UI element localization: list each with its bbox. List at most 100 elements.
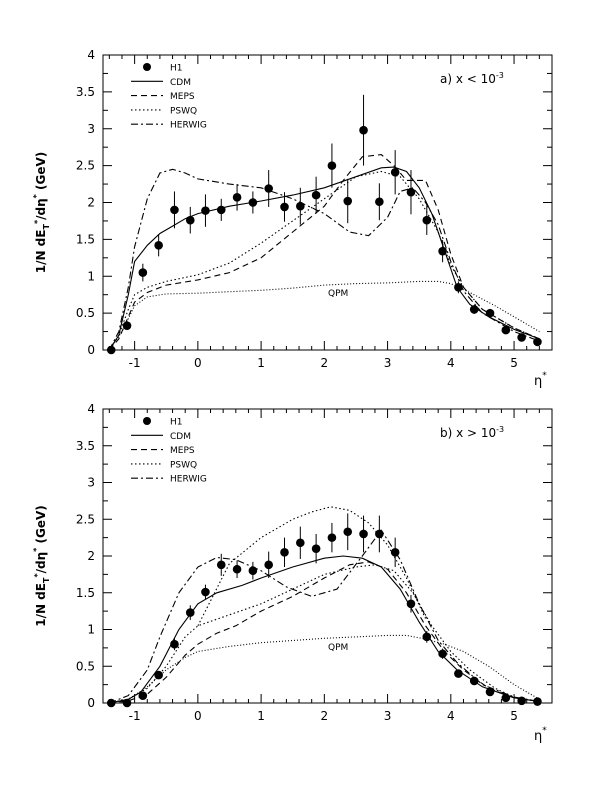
h1-data-point xyxy=(232,193,242,202)
x-tick-label: 2 xyxy=(321,356,329,370)
h1-data-point xyxy=(201,587,210,597)
h1-data-point xyxy=(469,676,479,686)
h1-data-point xyxy=(280,202,289,212)
h1-data-point xyxy=(280,548,289,557)
h1-data-point xyxy=(106,698,116,708)
h1-data-point xyxy=(501,693,511,703)
h1-data-point xyxy=(154,670,163,680)
curve-top xyxy=(197,506,426,627)
h1-data-point xyxy=(154,240,163,250)
h1-data-point xyxy=(185,215,195,225)
y-tick-label: 0 xyxy=(87,343,95,357)
legend-label-h1: H1 xyxy=(170,64,183,74)
h1-data-point xyxy=(422,215,432,225)
qpm-label: QPM xyxy=(328,289,348,299)
h1-data-point xyxy=(359,125,368,135)
h1-data-point xyxy=(390,548,400,557)
h1-data-point xyxy=(264,184,273,193)
h1-data-point xyxy=(122,321,132,330)
x-tick-label: 5 xyxy=(510,356,518,370)
panel-annotation: a) x < 10-3 xyxy=(440,71,504,86)
h1-data-point xyxy=(501,325,511,335)
h1-data-point xyxy=(138,268,148,277)
x-tick-label: 4 xyxy=(447,709,455,723)
h1-data-point xyxy=(216,205,226,215)
h1-data-point xyxy=(311,544,321,553)
h1-data-point xyxy=(454,669,463,678)
x-tick-label: 5 xyxy=(510,709,518,723)
y-tick-label: 0.5 xyxy=(76,306,95,320)
h1-data-point xyxy=(170,205,179,215)
h1-data-point xyxy=(296,201,305,211)
h1-data-point xyxy=(406,599,416,609)
y-tick-label: 3 xyxy=(87,122,95,136)
y-tick-label: 3 xyxy=(87,476,95,490)
qpm-label: QPM xyxy=(328,643,348,653)
x-tick-label: 1 xyxy=(257,356,265,370)
y-tick-label: 4 xyxy=(87,402,95,416)
legend-label-meps: MEPS xyxy=(170,446,195,456)
y-tick-label: 2 xyxy=(87,549,95,563)
curve-qpm xyxy=(109,634,540,704)
panel-a: 0 0.5 1 1.5 2 2.5 3 3.5 4 -1 0 1 2 3 4 5 H1 CDM MEPS PSWQ HE… xyxy=(32,48,553,389)
x-tick-label: 2 xyxy=(321,709,329,723)
h1-data-point xyxy=(390,167,400,177)
h1-data-point xyxy=(216,560,226,570)
y-tick-label: 1.5 xyxy=(76,586,95,600)
y-axis-label: 1/N dET*/dη* (GeV) xyxy=(32,505,51,627)
x-tick-label: 0 xyxy=(194,709,202,723)
y-tick-label: 2.5 xyxy=(76,512,95,526)
legend-label-herwig: HERWIG xyxy=(170,121,207,131)
legend-label-herwig: HERWIG xyxy=(170,475,207,485)
y-tick-label: 0 xyxy=(87,696,95,710)
y-tick-label: 1 xyxy=(87,623,95,637)
curve-cdm xyxy=(108,166,540,351)
curve-herwig xyxy=(109,529,540,704)
curve-pswq xyxy=(109,564,540,704)
h1-data-point xyxy=(533,697,542,706)
curve-pswq xyxy=(108,170,540,351)
h1-data-point xyxy=(122,698,132,708)
legend-label-pswq: PSWQ xyxy=(170,106,197,116)
x-tick-label: 3 xyxy=(384,709,392,723)
legend-label-pswq: PSWQ xyxy=(170,460,197,470)
y-axis-label: 1/N dET*/dη* (GeV) xyxy=(32,152,51,274)
legend-label-h1: H1 xyxy=(170,418,183,428)
x-tick-label: 1 xyxy=(257,709,265,723)
legend-marker-h1 xyxy=(143,63,151,71)
panel-b: 0 0.5 1 1.5 2 2.5 3 3.5 4 -1 0 1 2 3 4 5 H1 CDM MEPS PSWQ HE… xyxy=(32,402,553,744)
h1-data-point xyxy=(533,337,542,347)
h1-data-point xyxy=(422,632,432,642)
h1-data-point xyxy=(248,566,258,575)
h1-data-point xyxy=(311,190,321,200)
h1-data-point xyxy=(469,305,479,314)
h1-data-point xyxy=(343,527,353,537)
curve-meps xyxy=(109,561,540,704)
curve-meps xyxy=(108,154,540,351)
y-tick-label: 3.5 xyxy=(76,85,95,99)
y-tick-label: 1.5 xyxy=(76,232,95,246)
legend-label-cdm: CDM xyxy=(170,78,191,88)
h1-data-point xyxy=(343,196,353,206)
panel-annotation: b) x > 10-3 xyxy=(440,425,504,440)
h1-data-point xyxy=(406,187,416,197)
h1-data-point xyxy=(138,691,148,700)
h1-data-point xyxy=(438,649,447,659)
x-tick-label: 3 xyxy=(384,356,392,370)
h1-data-point xyxy=(185,608,195,617)
y-tick-label: 2 xyxy=(87,196,95,210)
x-tick-label: 4 xyxy=(447,356,455,370)
h1-data-point xyxy=(517,333,526,342)
legend: H1 CDM MEPS PSWQ HERWIG xyxy=(131,63,207,131)
curve-herwig xyxy=(108,168,540,351)
x-tick-label: 0 xyxy=(194,356,202,370)
x-tick-label: -1 xyxy=(129,709,141,723)
h1-data-point xyxy=(359,529,368,539)
h1-data-point xyxy=(517,696,526,706)
h1-data-point xyxy=(375,197,384,207)
curve-qpm xyxy=(108,280,540,351)
y-tick-label: 2.5 xyxy=(76,159,95,173)
y-tick-label: 3.5 xyxy=(76,439,95,453)
h1-data-point xyxy=(327,161,337,170)
